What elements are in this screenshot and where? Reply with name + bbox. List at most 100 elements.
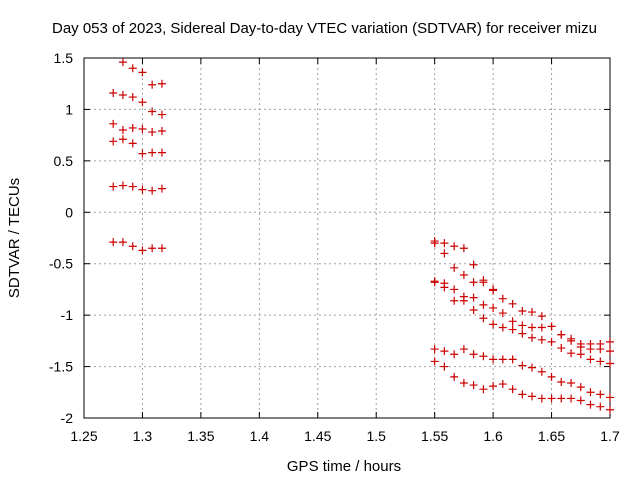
data-point bbox=[567, 336, 576, 345]
data-point bbox=[586, 400, 595, 409]
tick-layer: 1.25 1.3 1.35 1.4 1.45 1.5 1.55 1.6 1.65 1.7 -2 -1.… bbox=[49, 50, 620, 444]
data-point bbox=[576, 396, 585, 405]
data-point bbox=[557, 344, 566, 353]
y-tick-label: -1 bbox=[61, 307, 74, 323]
data-point bbox=[118, 91, 127, 100]
data-point bbox=[109, 182, 118, 191]
data-point bbox=[576, 383, 585, 392]
data-point bbox=[557, 394, 566, 403]
data-point bbox=[138, 149, 147, 158]
data-point bbox=[586, 388, 595, 397]
data-point bbox=[450, 296, 459, 305]
data-point bbox=[489, 382, 498, 391]
data-point bbox=[479, 278, 488, 287]
data-point bbox=[450, 372, 459, 381]
data-point bbox=[479, 385, 488, 394]
y-tick-label: -0.5 bbox=[49, 256, 73, 272]
data-point bbox=[606, 337, 614, 346]
data-point bbox=[128, 139, 137, 148]
data-point bbox=[489, 355, 498, 364]
data-point bbox=[157, 110, 166, 119]
data-point bbox=[148, 128, 157, 137]
data-point bbox=[567, 349, 576, 358]
data-point bbox=[557, 330, 566, 339]
data-point bbox=[518, 390, 527, 399]
data-point bbox=[547, 337, 556, 346]
x-tick-label: 1.3 bbox=[133, 428, 153, 444]
data-point bbox=[430, 357, 439, 366]
data-point bbox=[489, 320, 498, 329]
data-point bbox=[508, 355, 517, 364]
data-point bbox=[508, 385, 517, 394]
data-point bbox=[148, 148, 157, 157]
data-point bbox=[469, 260, 478, 269]
data-point bbox=[109, 238, 118, 247]
data-point bbox=[537, 312, 546, 321]
data-point bbox=[128, 123, 137, 132]
data-point bbox=[469, 306, 478, 314]
data-point bbox=[128, 93, 137, 102]
data-point bbox=[450, 285, 459, 294]
data-point bbox=[537, 323, 546, 332]
data-point bbox=[479, 352, 488, 361]
chart-title: Day 053 of 2023, Sidereal Day-to-day VTE… bbox=[52, 20, 597, 37]
data-point bbox=[440, 239, 449, 248]
x-axis-label: GPS time / hours bbox=[287, 458, 401, 475]
data-point bbox=[118, 181, 127, 190]
data-point bbox=[508, 325, 517, 334]
data-point bbox=[469, 350, 478, 359]
data-point bbox=[498, 309, 507, 318]
data-point bbox=[450, 242, 459, 251]
data-point bbox=[440, 249, 449, 258]
data-point bbox=[469, 293, 478, 302]
x-tick-label: 1.65 bbox=[538, 428, 565, 444]
y-tick-label: 1.5 bbox=[54, 50, 74, 66]
x-tick-label: 1.6 bbox=[483, 428, 503, 444]
data-point bbox=[148, 107, 157, 116]
data-point bbox=[498, 323, 507, 332]
data-point bbox=[109, 88, 118, 97]
data-point bbox=[547, 322, 556, 331]
data-point bbox=[469, 278, 478, 287]
data-point bbox=[148, 244, 157, 253]
x-tick-label: 1.4 bbox=[250, 428, 270, 444]
data-point bbox=[596, 402, 605, 411]
data-point bbox=[528, 308, 537, 317]
data-point bbox=[430, 239, 439, 248]
data-point bbox=[440, 283, 449, 292]
data-point bbox=[586, 355, 595, 364]
data-point bbox=[547, 394, 556, 403]
data-point bbox=[157, 127, 166, 136]
data-point bbox=[128, 242, 137, 251]
data-point bbox=[489, 303, 498, 312]
data-point bbox=[118, 238, 127, 247]
data-point bbox=[148, 80, 157, 89]
data-point bbox=[567, 379, 576, 388]
data-point bbox=[118, 58, 127, 67]
data-point bbox=[606, 347, 614, 356]
data-point bbox=[459, 244, 468, 253]
data-point bbox=[138, 185, 147, 194]
data-point bbox=[459, 296, 468, 305]
y-tick-label: 0.5 bbox=[54, 153, 74, 169]
data-point bbox=[576, 350, 585, 359]
data-point bbox=[459, 379, 468, 388]
data-point bbox=[518, 321, 527, 330]
data-point bbox=[528, 392, 537, 401]
data-point bbox=[596, 390, 605, 399]
x-tick-label: 1.55 bbox=[421, 428, 448, 444]
data-point bbox=[528, 323, 537, 332]
data-point bbox=[450, 350, 459, 359]
data-point bbox=[606, 405, 614, 414]
data-point bbox=[157, 148, 166, 157]
data-point bbox=[518, 329, 527, 338]
x-tick-label: 1.35 bbox=[187, 428, 214, 444]
data-point bbox=[479, 314, 488, 323]
data-points bbox=[109, 58, 614, 414]
y-axis-label: SDTVAR / TECUs bbox=[6, 178, 23, 298]
data-point bbox=[576, 343, 585, 352]
data-point bbox=[596, 345, 605, 354]
data-point bbox=[430, 278, 439, 287]
x-tick-label: 1.45 bbox=[304, 428, 331, 444]
